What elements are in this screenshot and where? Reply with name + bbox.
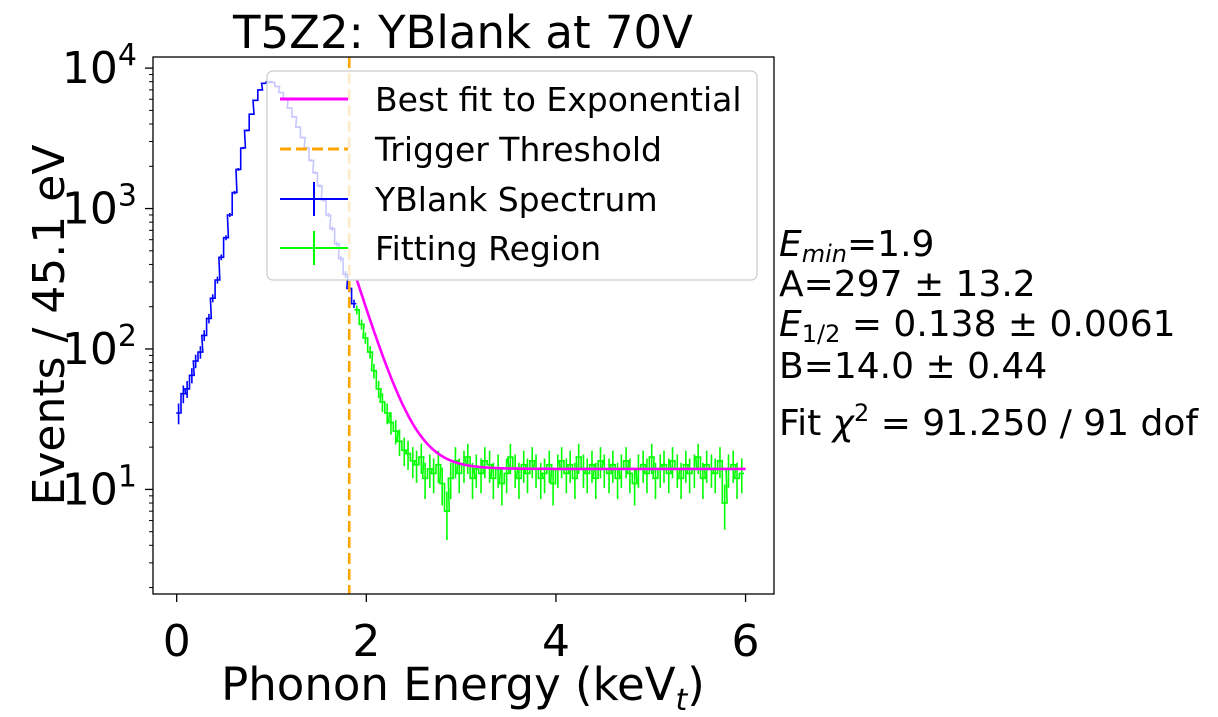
y-axis-label: Events / 45.1 eV bbox=[24, 145, 75, 506]
fit-annotation-amplitude: A=297 ± 13.2 bbox=[779, 264, 1036, 305]
x-axis-label-main: Phonon Energy (keV bbox=[221, 658, 676, 711]
fit-annotation-chi2: Fit χ2 = 91.250 / 91 dof bbox=[779, 390, 1198, 447]
y-tick-label: 101 bbox=[62, 459, 137, 515]
emin-subscript: min bbox=[801, 240, 848, 268]
fit-annotation-background: B=14.0 ± 0.44 bbox=[779, 346, 1048, 387]
axes-frame bbox=[152, 56, 775, 595]
emin-value: =1.9 bbox=[847, 224, 935, 265]
y-axis-label-text: Events / 45.1 eV bbox=[24, 145, 75, 506]
x-axis-label-sub: t bbox=[676, 683, 689, 717]
half-symbol: E bbox=[779, 304, 802, 345]
axis-ticks: 0 2 4 6 101 102 103 104 bbox=[62, 38, 760, 667]
chi-exponent: 2 bbox=[853, 399, 870, 427]
legend-label-fit: Best fit to Exponential bbox=[375, 80, 742, 119]
x-tick-label: 4 bbox=[542, 616, 570, 667]
legend: Best fit to Exponential Trigger Threshol… bbox=[266, 70, 758, 281]
series-best-fit-line bbox=[355, 279, 746, 471]
chi-value: = 91.250 / 91 dof bbox=[869, 403, 1199, 444]
x-tick-label: 2 bbox=[352, 616, 380, 667]
legend-label-fitregion: Fitting Region bbox=[375, 229, 601, 268]
x-axis-label-close: ) bbox=[687, 658, 705, 711]
y-tick-label: 102 bbox=[62, 319, 137, 375]
fit-annotation-half: E1/2 = 0.138 ± 0.0061 bbox=[779, 302, 1176, 357]
x-tick-label: 6 bbox=[732, 616, 760, 667]
chi-symbol: χ bbox=[832, 403, 854, 444]
emin-symbol: E bbox=[779, 224, 802, 265]
half-value: = 0.138 ± 0.0061 bbox=[840, 304, 1176, 345]
x-axis-label: Phonon Energy (keVt) bbox=[221, 658, 705, 717]
x-tick-label: 0 bbox=[163, 616, 191, 667]
chart-title: T5Z2: YBlank at 70V bbox=[232, 6, 693, 59]
legend-frame bbox=[266, 70, 758, 281]
half-subscript: 1/2 bbox=[801, 320, 841, 348]
y-tick-label: 103 bbox=[62, 179, 137, 235]
chi-prefix: Fit bbox=[779, 403, 833, 444]
fit-annotation-emin: Emin=1.9 bbox=[779, 222, 934, 277]
legend-label-spectrum: YBlank Spectrum bbox=[374, 180, 658, 219]
y-tick-label: 104 bbox=[62, 38, 137, 94]
legend-label-threshold: Trigger Threshold bbox=[374, 130, 662, 169]
